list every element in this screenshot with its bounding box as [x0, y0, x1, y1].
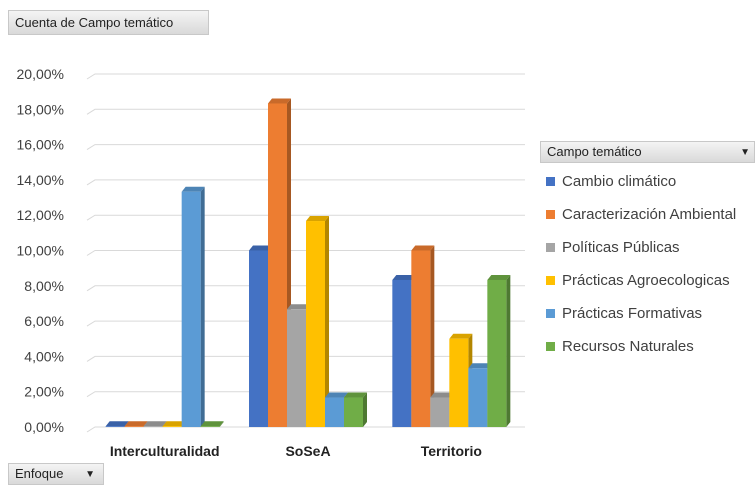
- bar[interactable]: [105, 426, 125, 427]
- bar[interactable]: [249, 250, 268, 428]
- legend-item[interactable]: Caracterización Ambiental: [546, 203, 736, 236]
- gridline: [86, 73, 525, 80]
- bar-side: [200, 186, 205, 427]
- y-tick-label: 12,00%: [17, 207, 64, 223]
- gridline: [86, 320, 525, 327]
- legend-swatch: [546, 209, 555, 219]
- bar[interactable]: [487, 279, 507, 427]
- legend-label: Políticas Públicas: [562, 239, 680, 256]
- bar[interactable]: [287, 309, 306, 427]
- bar-top: [468, 363, 492, 369]
- legend-item[interactable]: Cambio climático: [546, 170, 736, 203]
- bar-top: [268, 98, 291, 104]
- bar-top: [325, 392, 348, 398]
- category-label: Territorio: [421, 443, 482, 459]
- bar-top: [105, 421, 129, 427]
- gridline: [86, 355, 525, 362]
- bar-top: [392, 274, 416, 280]
- bar-side: [430, 245, 435, 427]
- values-field-button[interactable]: Cuenta de Campo temático: [8, 10, 209, 35]
- chevron-down-icon[interactable]: ▼: [85, 469, 95, 480]
- legend-swatch: [546, 176, 555, 186]
- bar[interactable]: [181, 191, 201, 427]
- values-field-label: Cuenta de Campo temático: [15, 15, 174, 30]
- legend-label: Prácticas Agroecologicas: [562, 272, 730, 289]
- bar-side: [363, 392, 367, 427]
- chevron-down-icon[interactable]: ▼: [740, 147, 750, 158]
- bar[interactable]: [268, 103, 287, 428]
- gridline: [86, 285, 525, 292]
- legend-field-label: Campo temático: [547, 144, 642, 159]
- legend-label: Prácticas Formativas: [562, 305, 703, 322]
- bar[interactable]: [200, 426, 220, 427]
- y-tick-label: 20,00%: [17, 66, 64, 82]
- category-label: Interculturalidad: [110, 443, 220, 459]
- axis-field-label: Enfoque: [15, 466, 64, 481]
- y-tick-label: 10,00%: [17, 243, 64, 259]
- bar[interactable]: [306, 221, 325, 427]
- bar-side: [219, 421, 224, 427]
- bar[interactable]: [468, 368, 488, 427]
- bar[interactable]: [392, 279, 412, 427]
- legend-swatch: [546, 341, 555, 351]
- y-tick-label: 18,00%: [17, 101, 64, 117]
- bar-top: [430, 392, 454, 398]
- y-tick-label: 8,00%: [24, 278, 64, 294]
- bar-top: [449, 333, 473, 339]
- legend-item[interactable]: Prácticas Agroecologicas: [546, 269, 736, 302]
- gridline: [86, 426, 525, 433]
- legend-label: Recursos Naturales: [562, 338, 694, 355]
- legend-swatch: [546, 242, 555, 252]
- legend-item[interactable]: Recursos Naturales: [546, 335, 736, 368]
- bar-top: [306, 216, 329, 222]
- bar[interactable]: [430, 397, 450, 427]
- bar-top: [162, 421, 186, 427]
- y-tick-label: 4,00%: [24, 348, 64, 364]
- legend-item[interactable]: Políticas Públicas: [546, 236, 736, 269]
- legend-label: Caracterización Ambiental: [562, 206, 737, 223]
- gridline: [86, 179, 525, 186]
- bar-top: [344, 392, 367, 398]
- bar[interactable]: [344, 397, 363, 427]
- axis-field-button[interactable]: Enfoque ▼: [8, 463, 104, 485]
- bar[interactable]: [124, 426, 144, 427]
- chart-legend: Cambio climático Caracterización Ambienta…: [546, 170, 736, 368]
- legend-item[interactable]: Prácticas Formativas: [546, 302, 736, 335]
- gridline: [86, 144, 525, 151]
- bar-top: [249, 245, 272, 251]
- bar-top: [287, 304, 310, 310]
- bar-side: [506, 274, 511, 427]
- bar[interactable]: [449, 338, 469, 427]
- legend-swatch: [546, 275, 555, 285]
- y-tick-label: 2,00%: [24, 384, 64, 400]
- bar[interactable]: [325, 397, 344, 427]
- bar[interactable]: [143, 426, 163, 427]
- bar-top: [411, 245, 435, 251]
- gridline: [86, 214, 525, 221]
- gridline: [86, 391, 525, 398]
- gridline: [86, 108, 525, 115]
- legend-swatch: [546, 308, 555, 318]
- bar-top: [200, 421, 224, 427]
- y-tick-label: 6,00%: [24, 313, 64, 329]
- y-tick-label: 0,00%: [24, 419, 64, 435]
- bar[interactable]: [411, 250, 431, 428]
- bar-side: [325, 216, 329, 427]
- bar-top: [487, 274, 511, 280]
- legend-label: Cambio climático: [562, 173, 677, 190]
- bar-top: [124, 421, 148, 427]
- bar-top: [181, 186, 205, 192]
- bar-top: [143, 421, 167, 427]
- y-tick-label: 16,00%: [17, 137, 64, 153]
- category-label: SoSeA: [285, 443, 330, 459]
- gridline: [86, 250, 525, 256]
- legend-field-button[interactable]: Campo temático ▼: [540, 141, 755, 163]
- bar[interactable]: [162, 426, 182, 427]
- y-tick-label: 14,00%: [17, 172, 64, 188]
